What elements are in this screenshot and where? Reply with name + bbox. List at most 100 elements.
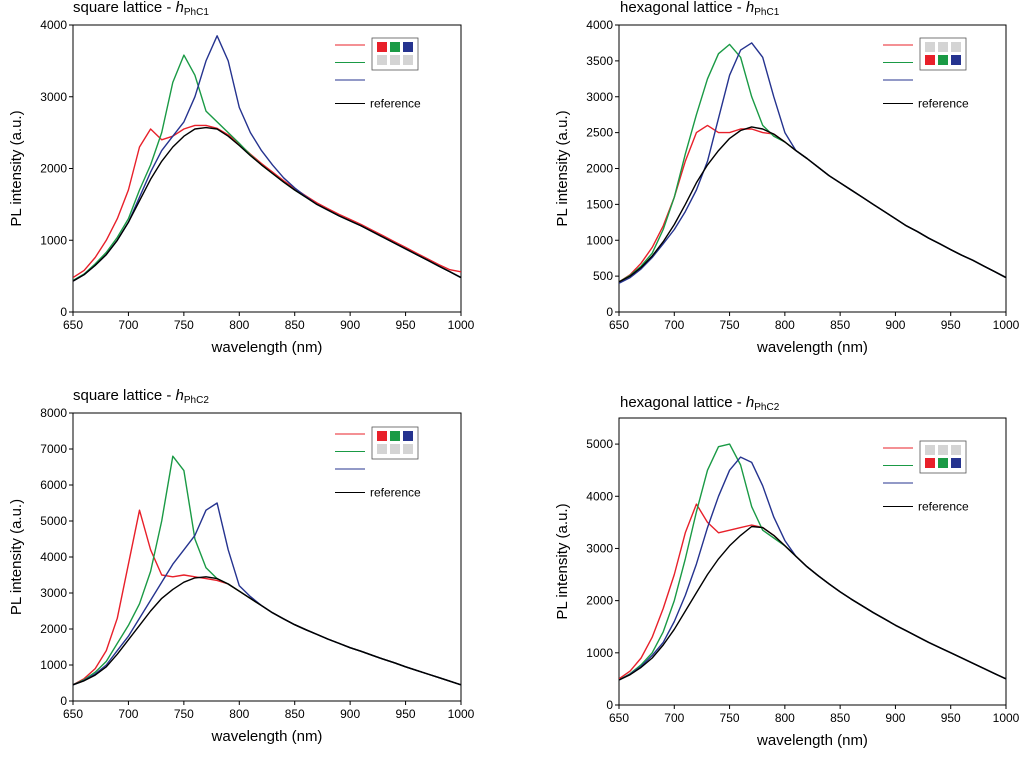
x-tick-label: 850 [830,711,850,725]
x-tick-label: 1000 [448,318,475,332]
x-tick-label: 750 [720,318,740,332]
y-tick-label: 2000 [40,622,67,636]
spectrum-line [73,35,461,282]
chart-title: hexagonal lattice - hPhC2 [620,394,780,413]
spectrum-line [619,124,1006,283]
y-axis-label: PL intensity (a.u.) [554,503,571,619]
title-symbol: h [176,0,184,16]
x-tick-label: 700 [664,711,684,725]
x-tick-label: 700 [118,707,138,721]
x-tick-label: 700 [664,318,684,332]
legend-icon-cell [377,55,387,65]
x-tick-label: 1000 [993,318,1020,332]
title-text: square lattice - [73,387,176,404]
legend-icon-cell [925,445,935,455]
legend-icon-cell [938,42,948,52]
y-tick-label: 3000 [40,90,67,104]
title-symbol: h [746,394,754,411]
y-tick-label: 3000 [586,541,613,555]
x-axis-label: wavelength (nm) [756,339,868,356]
legend-icon-cell [377,431,387,441]
x-tick-label: 800 [775,318,795,332]
y-tick-label: 6000 [40,478,67,492]
y-tick-label: 0 [60,694,67,708]
chart-panel: hexagonal lattice - hPhC1 650 700 750 800 850… [554,0,1020,356]
x-axis-label: wavelength (nm) [211,728,323,745]
x-tick-label: 950 [941,711,961,725]
y-tick-label: 5000 [586,437,613,451]
x-tick-label: 800 [229,707,249,721]
x-tick-label: 700 [118,318,138,332]
title-subscript: PhC1 [754,7,779,18]
data-layer [619,443,1006,681]
title-text: hexagonal lattice - [620,394,746,411]
y-tick-label: 1000 [586,646,613,660]
chart-panel: square lattice - hPhC1 650 700 750 800 850 900… [8,0,475,356]
y-tick-label: 2000 [40,162,67,176]
spectrum-line [619,525,1006,681]
title-text: square lattice - [73,0,176,16]
data-layer [619,42,1006,284]
legend-icon-cell [925,42,935,52]
legend-icon-cell [390,55,400,65]
y-tick-label: 2000 [586,594,613,608]
y-tick-label: 1000 [40,233,67,247]
y-tick-label: 2500 [586,126,613,140]
legend-icon-cell [390,444,400,454]
spectrum-line [73,509,461,686]
title-symbol: h [176,387,184,404]
y-tick-label: 1500 [586,197,613,211]
chart-title: hexagonal lattice - hPhC1 [620,0,780,18]
title-subscript: PhC2 [184,395,209,406]
y-tick-label: 2000 [586,162,613,176]
legend-icon-cell [951,55,961,65]
legend-icon-cell [951,458,961,468]
y-tick-label: 500 [593,269,613,283]
legend-icon-cell [951,445,961,455]
legend-icon-cell [925,55,935,65]
y-tick-label: 4000 [586,489,613,503]
x-tick-label: 650 [63,707,83,721]
y-tick-label: 4000 [40,550,67,564]
spectrum-line [73,502,461,686]
x-tick-label: 850 [830,318,850,332]
y-tick-label: 4000 [586,18,613,32]
title-symbol: h [746,0,754,16]
x-axis-label: wavelength (nm) [756,732,868,749]
y-tick-label: 3000 [40,586,67,600]
legend-icon-cell [403,42,413,52]
x-tick-label: 650 [609,711,629,725]
y-tick-label: 0 [60,305,67,319]
y-tick-label: 3500 [586,54,613,68]
y-tick-label: 1000 [40,658,67,672]
x-tick-label: 950 [396,707,416,721]
x-tick-label: 750 [720,711,740,725]
y-tick-label: 8000 [40,406,67,420]
x-tick-label: 750 [174,707,194,721]
x-tick-label: 900 [340,707,360,721]
y-tick-label: 5000 [40,514,67,528]
data-layer [73,35,461,282]
x-axis-label: wavelength (nm) [211,339,323,356]
legend-icon-cell [390,431,400,441]
title-subscript: PhC1 [184,7,209,18]
x-tick-label: 900 [340,318,360,332]
chart-title: square lattice - hPhC1 [73,0,209,18]
x-tick-label: 950 [941,318,961,332]
spectrum-line [619,126,1006,283]
title-text: hexagonal lattice - [620,0,746,16]
legend-icon-cell [938,458,948,468]
legend-icon-cell [377,444,387,454]
spectrum-line [619,456,1006,681]
y-tick-label: 7000 [40,442,67,456]
legend-icon-cell [925,458,935,468]
spectrum-line [73,124,461,279]
legend-icon-cell [403,444,413,454]
x-tick-label: 800 [229,318,249,332]
y-tick-label: 1000 [586,233,613,247]
y-axis-label: PL intensity (a.u.) [554,110,571,226]
legend-icon-cell [403,55,413,65]
x-tick-label: 650 [63,318,83,332]
data-layer [73,455,461,686]
